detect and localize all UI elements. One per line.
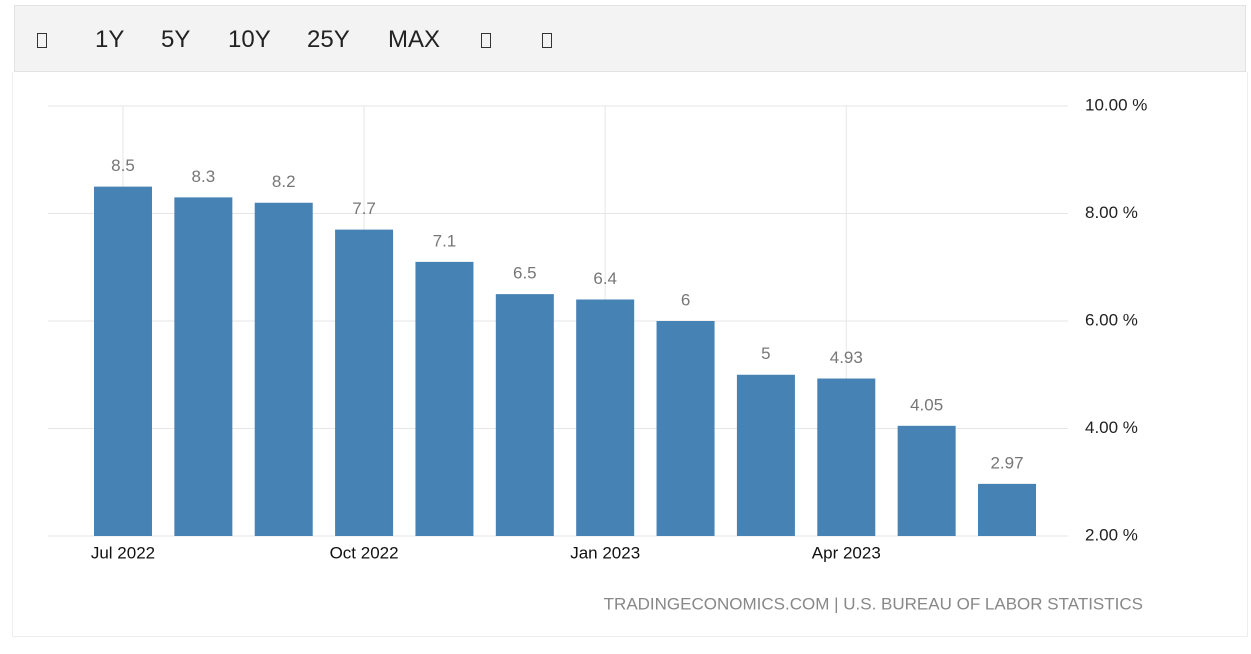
bar xyxy=(335,229,394,536)
x-tick-label: Apr 2023 xyxy=(812,543,881,562)
y-tick-label: 6.00 % xyxy=(1085,310,1138,329)
bar xyxy=(978,483,1037,536)
source: TRADINGECONOMICS.COM | U.S. BUREAU OF LA… xyxy=(604,594,1143,613)
value-label: 6.5 xyxy=(513,264,537,283)
bar xyxy=(415,261,474,536)
bar xyxy=(897,425,956,536)
bar xyxy=(93,186,152,536)
range-button[interactable]: 25Y xyxy=(307,26,350,53)
value-label: 7.1 xyxy=(433,231,457,250)
y-tick-label: 4.00 % xyxy=(1085,418,1138,437)
bar xyxy=(495,294,554,536)
value-label: 7.7 xyxy=(352,199,376,218)
x-tick-label: Jul 2022 xyxy=(91,543,155,562)
bar xyxy=(736,374,795,536)
bar xyxy=(656,321,715,536)
value-label: 8.3 xyxy=(192,167,216,186)
x-tick-label: Oct 2022 xyxy=(330,543,399,562)
y-tick-label: 10.00 % xyxy=(1085,95,1147,114)
value-label: 6.4 xyxy=(593,269,617,288)
value-label: 8.2 xyxy=(272,172,296,191)
range-button[interactable]: MAX xyxy=(388,26,441,53)
value-label: 2.97 xyxy=(990,453,1023,472)
bar xyxy=(174,197,233,536)
value-label: 6 xyxy=(681,290,690,309)
value-label: 4.93 xyxy=(830,348,863,367)
toolbar: 1Y 5Y 10Y 25Y MAX xyxy=(14,5,1246,72)
icon-button[interactable] xyxy=(481,33,491,48)
value-label: 5 xyxy=(761,344,770,363)
value-label: 8.5 xyxy=(111,156,135,175)
icon-button[interactable] xyxy=(37,33,47,48)
y-tick-label: 8.00 % xyxy=(1085,203,1138,222)
y-tick-label: 2.00 % xyxy=(1085,525,1138,544)
bar xyxy=(817,378,876,536)
icon-button[interactable] xyxy=(542,33,552,48)
range-button[interactable]: 1Y xyxy=(95,26,125,53)
bar xyxy=(576,299,635,536)
range-button[interactable]: 10Y xyxy=(228,26,271,53)
range-button[interactable]: 5Y xyxy=(161,26,191,53)
chart-panel xyxy=(12,72,1248,637)
value-label: 4.05 xyxy=(910,395,943,414)
bar xyxy=(254,202,313,536)
x-tick-label: Jan 2023 xyxy=(570,543,640,562)
